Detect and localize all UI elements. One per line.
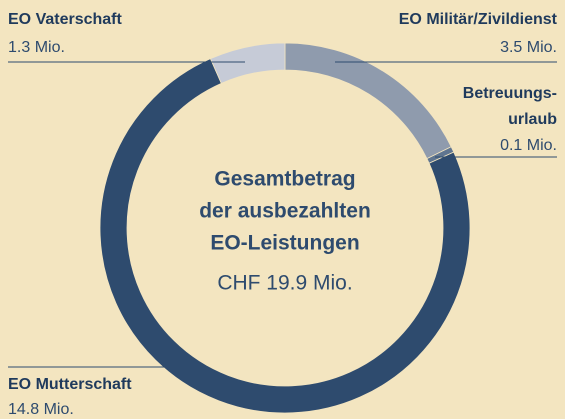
segment-label: EO Mutterschaft [8, 376, 132, 393]
center-title: der ausbezahlten [199, 200, 371, 223]
segment-label: urlaub [508, 111, 557, 128]
value-label: 3.5 Mio. [500, 39, 557, 56]
donut-segment [99, 58, 471, 414]
value-label: 0.1 Mio. [500, 137, 557, 154]
value-label: 1.3 Mio. [8, 39, 65, 56]
center-label: CHF 19.9 Mio. [217, 272, 352, 295]
center-title: EO-Leistungen [210, 232, 359, 255]
segment-label: Betreuungs- [463, 85, 557, 102]
center-title: Gesamtbetrag [214, 168, 355, 191]
donut-segment [209, 42, 286, 84]
segment-label: EO Militär/Zivildienst [399, 11, 558, 28]
segment-label: EO Vaterschaft [8, 11, 123, 28]
value-label: 14.8 Mio. [8, 401, 74, 418]
